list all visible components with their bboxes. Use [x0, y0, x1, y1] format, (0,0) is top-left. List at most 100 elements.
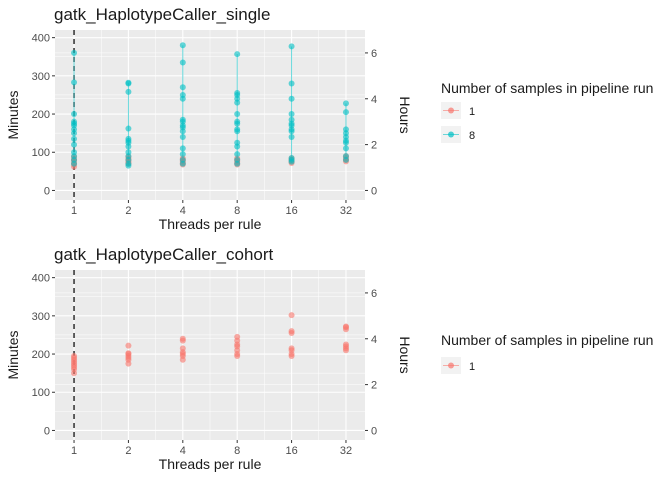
x-tick-label-cohort: 8: [234, 445, 240, 457]
legend-entry-cohort-1: 1: [469, 361, 475, 373]
y-right-tick-label-single: 2: [371, 140, 377, 152]
data-point-single-8: [125, 125, 132, 132]
x-tick-label-single: 2: [125, 205, 131, 217]
y-axis-label-single: Minutes: [5, 90, 21, 139]
y-right-tick-label-cohort: 0: [371, 425, 377, 437]
data-point-single-8: [342, 100, 349, 107]
legend-title-cohort: Number of samples in pipeline run: [441, 332, 653, 348]
y-tick-label-single: 0: [44, 185, 50, 197]
data-point-cohort-1: [71, 352, 78, 359]
data-point-single-8: [234, 156, 241, 163]
x-tick-label-cohort: 2: [125, 445, 131, 457]
legend-key-point-cohort-1: [448, 362, 454, 369]
data-point-single-8: [342, 153, 349, 160]
data-point-single-8: [71, 49, 78, 56]
data-point-single-8: [234, 126, 241, 133]
data-point-single-8: [179, 42, 186, 49]
y-right-tick-label-single: 6: [371, 48, 377, 60]
x-tick-label-cohort: 1: [71, 445, 77, 457]
y-axis-label-cohort: Minutes: [5, 330, 21, 379]
data-point-cohort-1: [288, 328, 295, 335]
data-point-single-8: [288, 133, 295, 140]
data-point-single-8: [234, 51, 241, 58]
data-point-cohort-1: [234, 333, 241, 340]
data-point-single-8: [179, 145, 186, 152]
data-point-single-8: [179, 91, 186, 98]
data-point-cohort-1: [125, 342, 132, 349]
data-point-single-8: [288, 43, 295, 50]
legend-entry-single-1: 1: [469, 106, 475, 118]
data-point-single-8: [234, 90, 241, 97]
x-tick-label-single: 1: [71, 205, 77, 217]
legend-single: Number of samples in pipeline run 1 8: [441, 80, 653, 143]
y-tick-label-single: 100: [32, 147, 50, 159]
y-tick-label-single: 300: [32, 71, 50, 83]
data-point-cohort-1: [342, 323, 349, 330]
data-point-single-8: [288, 116, 295, 123]
y-right-tick-label-cohort: 4: [371, 334, 377, 346]
data-point-cohort-1: [288, 312, 295, 319]
legend-key-point-single-1: [448, 107, 454, 114]
data-point-single-8: [288, 154, 295, 161]
data-point-single-8: [179, 133, 186, 140]
legend-cohort: Number of samples in pipeline run 1: [441, 332, 653, 374]
x-tick-label-cohort: 16: [285, 445, 297, 457]
x-tick-label-cohort: 4: [180, 445, 186, 457]
x-tick-label-single: 4: [180, 205, 186, 217]
y-right-tick-label-cohort: 2: [371, 380, 377, 392]
chart-title-cohort: gatk_HaplotypeCaller_cohort: [54, 245, 274, 264]
data-point-cohort-1: [288, 345, 295, 352]
x-tick-label-single: 32: [340, 205, 352, 217]
data-point-cohort-1: [179, 335, 186, 342]
x-axis-label-cohort: Threads per rule: [159, 456, 262, 472]
data-point-single-8: [179, 151, 186, 158]
y-tick-label-single: 200: [32, 109, 50, 121]
data-point-single-8: [71, 141, 78, 148]
data-point-cohort-1: [179, 345, 186, 352]
data-point-single-8: [125, 88, 132, 95]
y-tick-label-cohort: 0: [44, 425, 50, 437]
data-point-single-8: [342, 145, 349, 152]
chart-title-single: gatk_HaplotypeCaller_single: [54, 5, 270, 24]
legend-key-point-single-8: [448, 131, 454, 138]
data-point-single-8: [179, 156, 186, 163]
y-right-tick-label-single: 4: [371, 94, 377, 106]
data-point-single-8: [71, 135, 78, 142]
x-tick-label-cohort: 32: [340, 445, 352, 457]
data-point-single-8: [234, 151, 241, 158]
y-right-tick-label-single: 0: [371, 185, 377, 197]
data-point-single-8: [234, 139, 241, 146]
y-tick-label-cohort: 200: [32, 349, 50, 361]
data-point-single-8: [71, 149, 78, 156]
data-point-single-8: [125, 79, 132, 86]
y-tick-label-cohort: 100: [32, 387, 50, 399]
data-point-single-8: [71, 79, 78, 86]
y-right-tick-label-cohort: 6: [371, 288, 377, 300]
x-axis-label-single: Threads per rule: [159, 216, 262, 232]
data-point-single-8: [179, 59, 186, 66]
y-tick-label-cohort: 400: [32, 273, 50, 285]
data-point-single-8: [125, 149, 132, 156]
data-point-single-8: [342, 126, 349, 133]
data-point-single-8: [179, 84, 186, 91]
data-point-cohort-1: [342, 341, 349, 348]
y-right-axis-label-single: Hours: [397, 96, 413, 133]
data-point-single-8: [288, 111, 295, 118]
y-right-axis-label-cohort: Hours: [397, 336, 413, 373]
legend-entry-single-8: 8: [469, 130, 475, 142]
legend-title-single: Number of samples in pipeline run: [441, 80, 653, 96]
data-point-single-8: [71, 118, 78, 125]
y-tick-label-single: 400: [32, 33, 50, 45]
data-point-single-8: [234, 118, 241, 125]
data-point-single-8: [288, 95, 295, 102]
data-point-single-8: [342, 109, 349, 116]
data-point-single-8: [234, 111, 241, 118]
y-tick-label-cohort: 300: [32, 311, 50, 323]
x-tick-label-single: 16: [285, 205, 297, 217]
data-point-single-8: [288, 80, 295, 87]
data-point-cohort-1: [125, 350, 132, 357]
data-point-single-8: [71, 111, 78, 118]
data-point-single-8: [125, 135, 132, 142]
x-tick-label-single: 8: [234, 205, 240, 217]
